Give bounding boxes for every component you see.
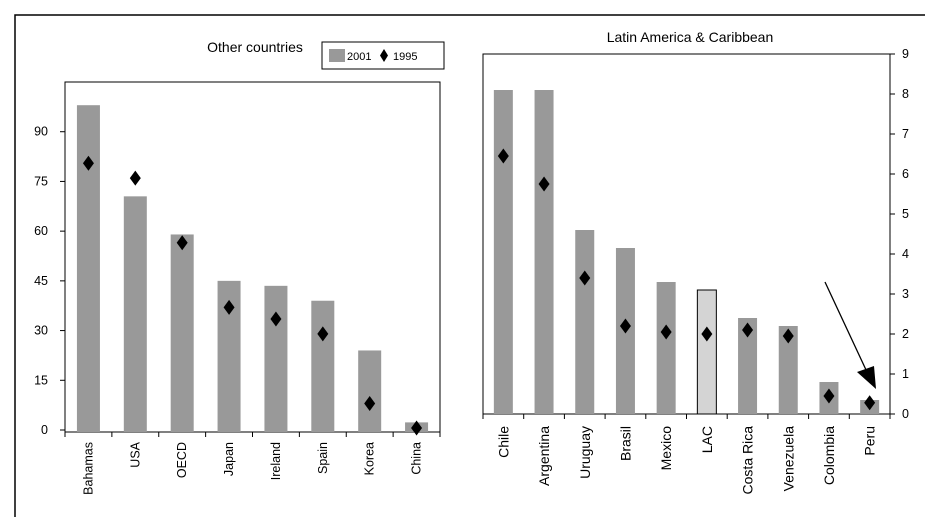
marker-1995	[317, 326, 329, 342]
bar-2001	[217, 280, 241, 432]
x-tick-label: Japan	[222, 442, 236, 476]
x-tick-label: LAC	[699, 426, 715, 453]
bar-2001	[76, 105, 100, 432]
peru-arrow	[824, 281, 876, 389]
bar-2001	[264, 285, 288, 432]
bar	[738, 318, 758, 414]
bar-lac-highlight	[696, 289, 717, 415]
x-tick-label: Chile	[495, 426, 511, 458]
marker-1995	[82, 155, 94, 171]
legend-label-2001: 2001	[347, 51, 371, 63]
marker	[742, 322, 754, 338]
chart-other-countries: Other countries 0 15 30 45 60 75 90 Bahamas USA…	[34, 39, 445, 495]
y-tick-label: 2	[902, 327, 909, 341]
x-tick-label: Korea	[363, 442, 377, 475]
x-tick-label: Mexico	[658, 426, 674, 471]
chart-latin-america: Latin America & Caribbean 0 1 2 3 4 5 6 7 8 9 Chi…	[482, 29, 909, 495]
y-tick-label: 9	[902, 47, 909, 61]
bar-2001	[358, 350, 382, 432]
x-tick-label: Colombia	[821, 426, 837, 485]
legend: 2001 1995	[321, 41, 445, 70]
figure-frame	[14, 14, 925, 517]
marker-1995	[270, 311, 282, 327]
marker	[619, 318, 631, 334]
bar	[493, 90, 513, 414]
x-tick-label: Brasil	[617, 426, 633, 461]
bar-2001	[123, 196, 147, 432]
marker	[579, 270, 591, 286]
y-tick-label: 4	[902, 247, 909, 261]
x-tick-label: Spain	[316, 442, 330, 474]
x-tick-label: Argentina	[536, 426, 552, 486]
x-tick-label: Venezuela	[780, 426, 796, 492]
x-tick-label: OECD	[175, 442, 189, 478]
y-tick-label: 0	[902, 407, 909, 421]
y-tick-label: 45	[34, 274, 48, 288]
y-tick-label: 75	[34, 174, 48, 188]
marker	[701, 326, 713, 342]
marker-1995	[223, 299, 235, 315]
bar	[534, 90, 554, 414]
bar-2001	[170, 234, 194, 432]
arrow-shaft	[824, 281, 868, 373]
bar	[575, 230, 595, 414]
x-tick-label: Uruguay	[577, 426, 593, 479]
y-tick-label: 8	[902, 87, 909, 101]
x-tick-label: China	[410, 442, 424, 475]
bar-2001	[311, 300, 335, 432]
x-tick-label: Peru	[862, 426, 878, 456]
marker	[660, 324, 672, 340]
chart-title-other-countries: Other countries	[207, 39, 303, 55]
chart-title-latin-america: Latin America & Caribbean	[607, 29, 774, 45]
arrow-head	[857, 366, 876, 389]
bar	[778, 326, 798, 414]
legend-label-1995: 1995	[393, 51, 417, 63]
x-tick-label: USA	[128, 441, 142, 467]
marker	[538, 176, 550, 192]
y-tick-label: 5	[902, 207, 909, 221]
y-tick-label: 15	[34, 373, 48, 387]
legend-swatch-2001	[329, 49, 345, 62]
y-tick-label: 60	[34, 224, 48, 238]
x-tick-label: Costa Rica	[740, 426, 756, 495]
marker	[782, 328, 794, 344]
marker-1995	[129, 170, 141, 186]
y-tick-label: 30	[34, 324, 48, 338]
y-tick-label: 1	[902, 367, 909, 381]
marker-1995	[364, 395, 376, 411]
y-tick-label: 6	[902, 167, 909, 181]
y-tick-label: 7	[902, 127, 909, 141]
marker	[497, 148, 509, 164]
y-tick-label: 90	[34, 125, 48, 139]
legend-marker-1995	[380, 49, 388, 62]
bar	[656, 282, 676, 414]
y-tick-label: 0	[41, 423, 48, 437]
marker-1995	[411, 420, 423, 436]
marker	[823, 388, 835, 404]
x-tick-label: Ireland	[269, 442, 283, 480]
x-tick-label: Bahamas	[81, 442, 95, 495]
marker-1995	[176, 235, 188, 251]
plot-area-left	[64, 81, 441, 433]
marker	[864, 395, 876, 411]
y-tick-label: 3	[902, 287, 909, 301]
